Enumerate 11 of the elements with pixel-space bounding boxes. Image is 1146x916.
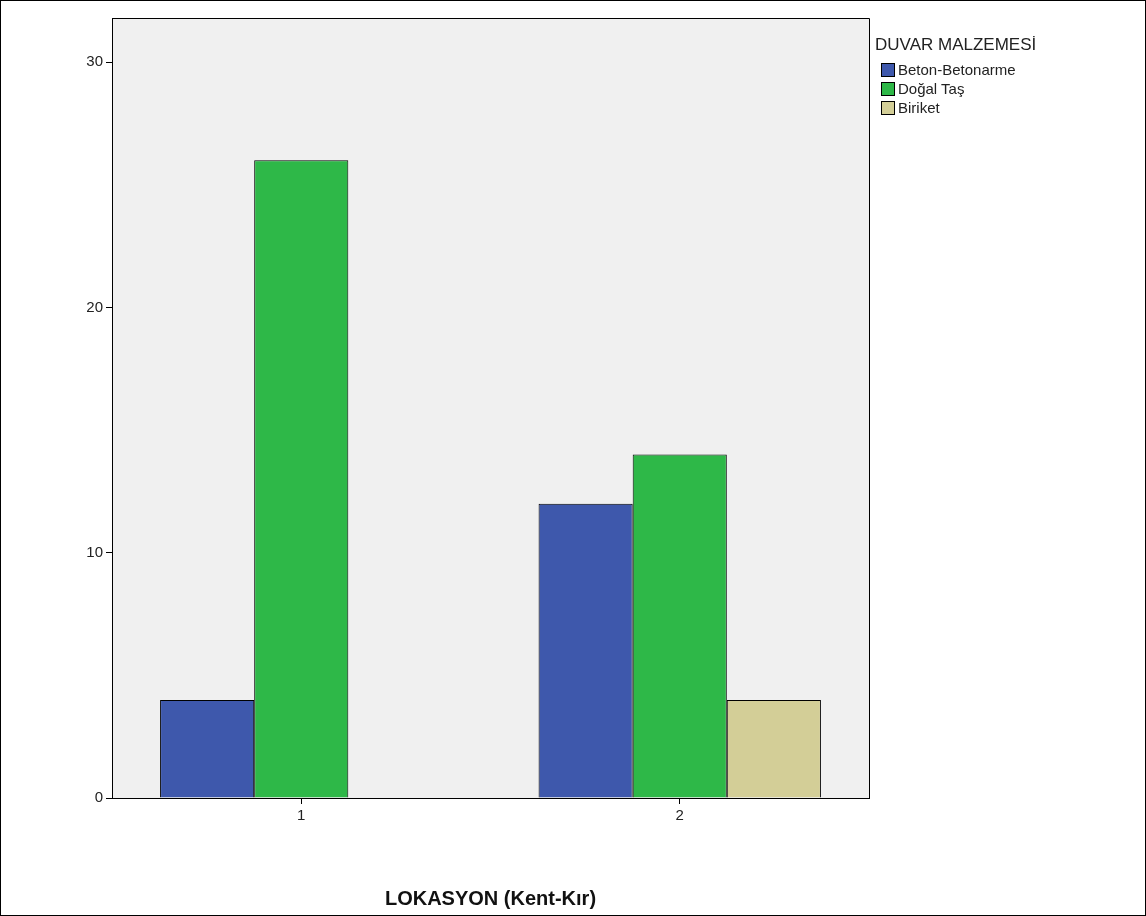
y-tick-label: 30 <box>86 52 103 70</box>
legend-label: Beton-Betonarme <box>898 61 1016 78</box>
y-tick-label: 0 <box>94 788 103 806</box>
legend-label: Biriket <box>898 99 940 116</box>
x-axis-title: LOKASYON (Kent-Kır) <box>384 886 597 909</box>
legend-title: DUVAR MALZEMESİ <box>875 35 1037 55</box>
y-tick-label: 20 <box>86 297 103 315</box>
x-tick-label: 1 <box>297 806 306 824</box>
legend-label: Doğal Taş <box>898 80 965 97</box>
x-tick-label: 2 <box>675 806 684 824</box>
y-tick-label: 10 <box>86 542 103 560</box>
